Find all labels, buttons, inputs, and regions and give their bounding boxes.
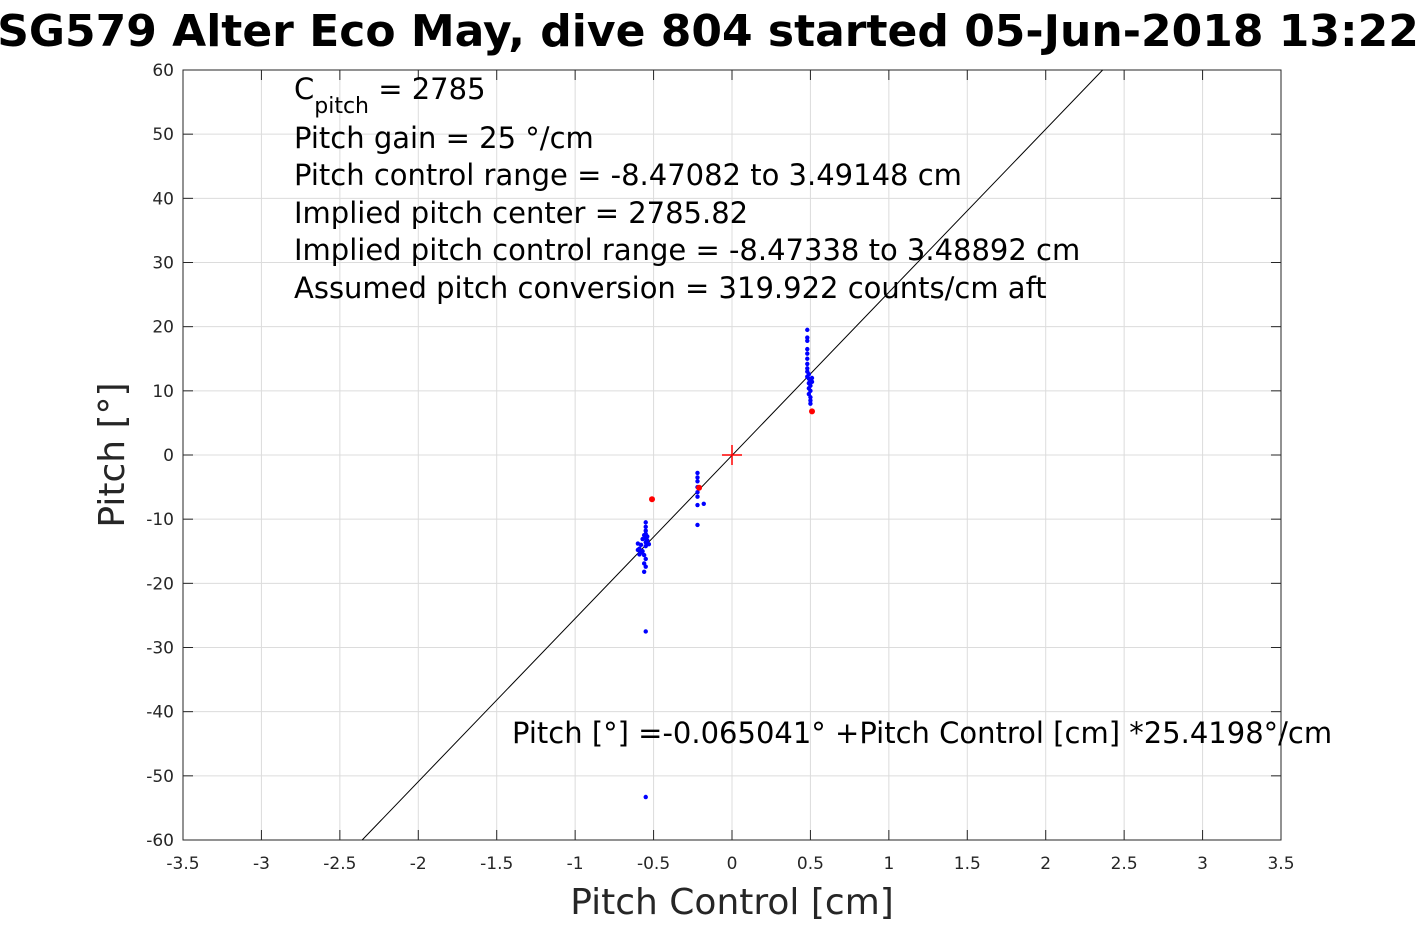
data-point <box>643 528 648 533</box>
data-point <box>695 490 700 495</box>
data-point <box>641 533 647 538</box>
y-tick-label: 20 <box>152 318 174 338</box>
y-tick-label: 10 <box>152 382 174 402</box>
data-point <box>637 552 642 557</box>
data-point <box>809 379 815 385</box>
c-pitch-subscript: pitch <box>314 94 369 119</box>
data-point <box>695 494 700 499</box>
highlighted-point <box>649 496 656 503</box>
data-point <box>808 398 813 403</box>
center-marker <box>722 445 742 465</box>
annotation-implied-range: Implied pitch control range = -8.47338 t… <box>294 233 1080 267</box>
data-point <box>635 547 641 553</box>
y-tick-label: 0 <box>163 446 174 466</box>
data-point <box>643 524 648 530</box>
x-tick-label: -3.5 <box>166 854 199 874</box>
x-tick-label: 0.5 <box>797 854 824 874</box>
data-point <box>695 502 700 508</box>
y-tick-label: -60 <box>146 831 174 851</box>
data-point <box>641 569 647 574</box>
x-tick-label: 3 <box>1197 854 1208 874</box>
data-point <box>808 395 813 400</box>
annotation-fit-equation: Pitch [°] =-0.065041° +Pitch Control [cm… <box>512 716 1332 750</box>
y-tick-label: 50 <box>152 125 174 145</box>
data-point <box>809 375 815 381</box>
center-marker-layer <box>722 445 742 465</box>
data-point <box>641 552 647 558</box>
annotation-conversion: Assumed pitch conversion = 319.922 count… <box>294 271 1047 305</box>
data-point <box>643 556 648 562</box>
data-point <box>695 475 700 480</box>
data-point <box>643 543 648 549</box>
data-point <box>695 479 700 484</box>
annotation-c-pitch: Cpitch = 2785 <box>294 72 486 119</box>
x-tick-label: 1 <box>883 854 894 874</box>
y-tick-labels: 60 50 40 30 20 10 0 -10 -20 -30 -40 -50 -60 <box>146 61 174 851</box>
plot-frame <box>182 69 1282 841</box>
y-tick-label: 60 <box>152 61 174 81</box>
x-tick-label: -2 <box>410 854 427 874</box>
data-point <box>805 351 810 356</box>
x-tick-labels: -3.5 -3 -2.5 -2 -1.5 -1 -0.5 0 0.5 1 1.5 2 2.5 3 3.5 <box>166 854 1294 874</box>
data-point <box>695 470 700 476</box>
y-tick-label: -40 <box>146 703 174 723</box>
data-point <box>805 327 810 333</box>
data-point <box>808 401 813 406</box>
data-points <box>635 327 815 800</box>
data-point <box>701 501 706 506</box>
data-point <box>640 549 645 554</box>
data-point <box>805 356 810 361</box>
highlighted-point <box>696 484 703 491</box>
x-tick-label: 3.5 <box>1267 854 1294 874</box>
data-point <box>643 520 648 525</box>
annotation-pitch-gain: Pitch gain = 25 °/cm <box>294 121 594 155</box>
x-tick-label: -1.5 <box>480 854 513 874</box>
y-tick-label: 40 <box>152 189 174 209</box>
data-point <box>805 361 810 367</box>
data-point <box>805 346 810 352</box>
x-tick-label: -0.5 <box>637 854 670 874</box>
x-tick-label: 2.5 <box>1111 854 1138 874</box>
data-point <box>640 536 645 542</box>
data-point <box>805 366 810 371</box>
c-pitch-symbol: C <box>294 72 314 106</box>
x-tick-label: 1.5 <box>954 854 981 874</box>
annotation-control-range: Pitch control range = -8.47082 to 3.4914… <box>294 158 962 192</box>
c-pitch-value: = 2785 <box>369 72 486 106</box>
x-tick-label: -3 <box>253 854 270 874</box>
y-tick-label: -30 <box>146 639 174 659</box>
data-point <box>643 564 648 569</box>
x-tick-label: 2 <box>1040 854 1051 874</box>
x-tick-label: -2.5 <box>323 854 356 874</box>
y-tick-label: -50 <box>146 767 174 787</box>
chart-title: SG579 Alter Eco May, dive 804 started 05… <box>0 6 1417 57</box>
x-tick-label: 0 <box>727 854 738 874</box>
data-point <box>695 522 700 528</box>
y-tick-label: 30 <box>152 254 174 274</box>
annotation-implied-center: Implied pitch center = 2785.82 <box>294 196 748 230</box>
data-point <box>643 794 648 800</box>
x-axis-label: Pitch Control [cm] <box>570 882 894 923</box>
y-axis-label: Pitch [°] <box>92 382 133 527</box>
highlighted-point <box>808 408 815 415</box>
data-point <box>805 335 810 340</box>
y-tick-label: -20 <box>146 574 174 594</box>
x-tick-label: -1 <box>567 854 584 874</box>
data-point <box>635 541 641 546</box>
data-point <box>805 338 810 343</box>
data-point <box>643 629 648 634</box>
y-tick-label: -10 <box>146 510 174 530</box>
